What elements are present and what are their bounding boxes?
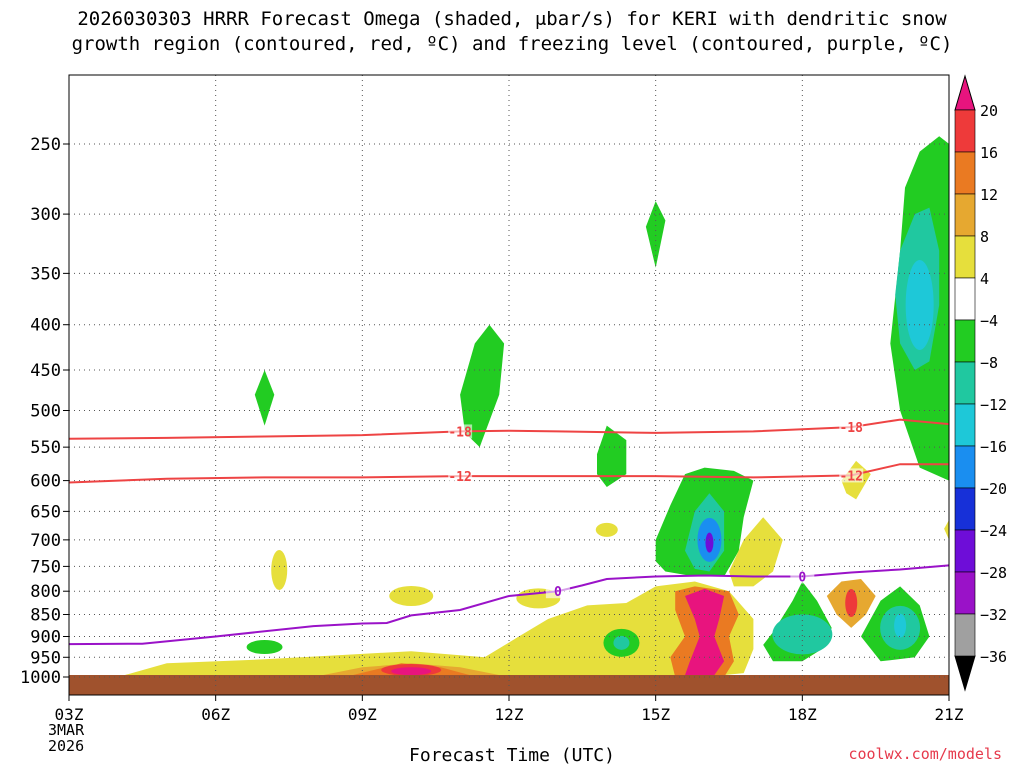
contour-label: -18 — [839, 421, 863, 436]
colorbar-label: −28 — [980, 564, 1007, 582]
colorbar-segment — [954, 277, 976, 321]
x-axis-label: Forecast Time (UTC) — [409, 745, 615, 766]
shade-yellow-18z — [944, 520, 949, 540]
contour-label-bg — [448, 469, 473, 484]
shade-yellow-14z — [729, 517, 783, 587]
contour-label-bg — [448, 424, 473, 439]
x-tick-label: 18Z — [788, 705, 817, 724]
y-tick-label: 800 — [30, 582, 61, 602]
colorbar-label: −20 — [980, 480, 1007, 498]
y-tick-label: 900 — [30, 627, 61, 647]
shade-green-04z-low — [246, 640, 283, 655]
y-tick-label: 300 — [30, 205, 61, 225]
colorbar-bottom-arrow — [954, 655, 976, 692]
y-tick-label: 750 — [30, 557, 61, 577]
colorbar-label: −12 — [980, 396, 1007, 414]
colorbar-segment — [954, 487, 976, 531]
shade-yellow-11z — [595, 522, 618, 537]
colorbar-segment — [954, 403, 976, 447]
shade-green-11z — [597, 425, 627, 487]
contour-label: -18 — [448, 425, 472, 440]
y-tick-label: 1000 — [20, 668, 61, 688]
y-tick-label: 350 — [30, 264, 61, 284]
colorbar-top-arrow — [954, 74, 976, 111]
colorbar-segment — [954, 529, 976, 573]
shade-green-12z-upper — [645, 201, 666, 268]
contours: -18 -18 -12 -12 0 0 — [69, 418, 949, 646]
y-tick-label: 250 — [30, 135, 61, 155]
x-tick-label: 03Z — [55, 705, 84, 724]
colorbar-segment — [954, 235, 976, 279]
x-tick-label: 06Z — [201, 705, 230, 724]
shade-magenta-13z — [685, 588, 725, 676]
contour-label-bg — [839, 468, 864, 483]
y-tick-label: 550 — [30, 438, 61, 458]
y-axis: 2503003504004505005506006507007508008509… — [20, 135, 69, 688]
shade-yellow-04z — [271, 549, 288, 590]
colorbar-segment — [954, 151, 976, 195]
contour-label-bg — [545, 584, 570, 599]
date-month: 3MAR — [48, 721, 85, 739]
contour-label-bg — [839, 420, 864, 435]
colorbar-label: 12 — [980, 186, 998, 204]
omega-shading — [69, 136, 949, 695]
colorbar-segment — [954, 361, 976, 405]
contour-label: -12 — [839, 469, 862, 484]
shade-green-04z — [254, 370, 275, 426]
colorbar-label: 16 — [980, 144, 998, 162]
colorbar-segment — [954, 193, 976, 237]
shade-green-09z — [460, 324, 505, 448]
y-tick-label: 650 — [30, 502, 61, 522]
shade-magenta-low — [391, 667, 432, 676]
date-year: 2026 — [48, 737, 85, 755]
contour-label: 0 — [798, 571, 806, 586]
y-tick-label: 700 — [30, 531, 61, 551]
colorbar-label: 20 — [980, 102, 998, 120]
shade-purple-13z — [705, 532, 714, 553]
shade-yellow-08z — [389, 585, 434, 606]
shade-yellow-low — [117, 581, 754, 677]
colorbar-label: −24 — [980, 522, 1007, 540]
grid — [69, 75, 949, 695]
x-axis: 03Z 06Z 09Z 12Z 15Z 18Z 21Z — [55, 695, 964, 724]
shade-cyan-18z — [905, 259, 934, 350]
shade-teal-11z-low — [613, 635, 630, 650]
contour-label-bg — [790, 569, 815, 584]
credit-link[interactable]: coolwx.com/models — [848, 745, 1002, 763]
y-tick-label: 950 — [30, 648, 61, 668]
colorbar-label: −8 — [980, 354, 998, 372]
contour-label: -12 — [448, 470, 471, 485]
colorbar-label: −16 — [980, 438, 1007, 456]
y-tick-label: 600 — [30, 472, 61, 492]
contour-label: 0 — [554, 585, 562, 600]
colorbar-segment — [954, 613, 976, 657]
chart-title-line-1: 2026030303 HRRR Forecast Omega (shaded, … — [77, 8, 947, 30]
shade-cyan-17z — [894, 613, 907, 638]
contour-line — [69, 463, 949, 484]
y-tick-label: 500 — [30, 402, 61, 422]
colorbar-segment — [954, 445, 976, 489]
colorbar-label: −36 — [980, 648, 1007, 666]
start-date: 3MAR 2026 — [48, 722, 84, 754]
colorbar-label: 8 — [980, 228, 989, 246]
colorbar-segment — [954, 109, 976, 153]
y-tick-label: 400 — [30, 316, 61, 336]
chart-title-line-2: growth region (contoured, red, ºC) and f… — [71, 33, 953, 55]
colorbar-segment — [954, 319, 976, 363]
shade-teal-15z — [772, 614, 833, 655]
colorbar: 20 16 12 8 4 −4 −8 −12 −16 −20 −24 −28 −32 −36 — [954, 74, 1007, 692]
x-tick-label: 12Z — [495, 705, 524, 724]
colorbar-segment — [954, 571, 976, 615]
y-tick-label: 850 — [30, 606, 61, 626]
colorbar-label: −4 — [980, 312, 998, 330]
x-tick-label: 15Z — [641, 705, 670, 724]
x-tick-label: 09Z — [348, 705, 377, 724]
shade-red-16z — [845, 589, 858, 618]
x-tick-label: 21Z — [935, 705, 964, 724]
y-tick-label: 450 — [30, 361, 61, 381]
colorbar-label: 4 — [980, 270, 989, 288]
colorbar-label: −32 — [980, 606, 1007, 624]
